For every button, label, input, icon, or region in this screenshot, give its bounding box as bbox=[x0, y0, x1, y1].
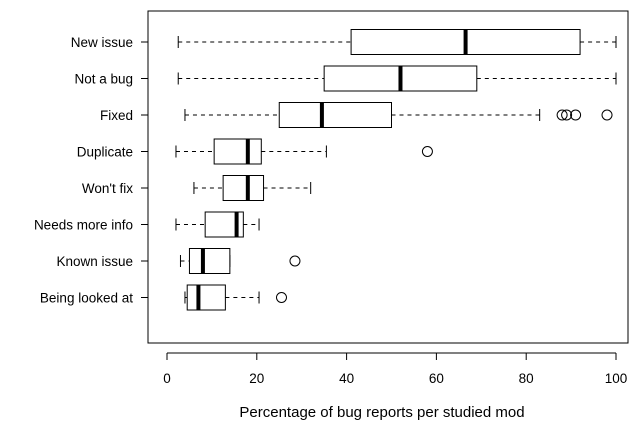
category-label-6: Known issue bbox=[56, 254, 133, 269]
x-tick-label-0: 0 bbox=[163, 371, 171, 386]
x-axis-label: Percentage of bug reports per studied mo… bbox=[239, 404, 524, 421]
box-4 bbox=[193, 175, 312, 201]
category-label-0: New issue bbox=[71, 35, 133, 50]
category-label-7: Being looked at bbox=[40, 291, 133, 306]
iqr-box bbox=[222, 175, 265, 201]
category-label-3: Duplicate bbox=[77, 145, 133, 160]
box-6 bbox=[179, 248, 301, 274]
plot-frame bbox=[147, 10, 629, 344]
x-tick-label-3: 60 bbox=[429, 371, 444, 386]
box-1 bbox=[177, 65, 617, 92]
iqr-box bbox=[213, 138, 262, 165]
box-2 bbox=[184, 102, 613, 128]
x-tick-label-2: 40 bbox=[339, 371, 354, 386]
category-label-4: Won't fix bbox=[82, 181, 133, 196]
iqr-box bbox=[188, 248, 231, 274]
outlier-point-0 bbox=[556, 109, 568, 121]
iqr-box bbox=[278, 102, 392, 128]
box-5 bbox=[175, 211, 260, 238]
box-3 bbox=[175, 138, 433, 165]
iqr-box bbox=[186, 284, 226, 311]
category-label-5: Needs more info bbox=[34, 218, 133, 233]
outlier-point-1 bbox=[561, 109, 573, 121]
outlier-point-3 bbox=[601, 109, 613, 121]
category-label-1: Not a bug bbox=[74, 72, 133, 87]
box-0 bbox=[177, 29, 617, 55]
x-tick-label-5: 100 bbox=[605, 371, 628, 386]
x-tick-label-1: 20 bbox=[249, 371, 264, 386]
category-labels: New issue Not a bug Fixed Duplicate Won't fi… bbox=[34, 35, 148, 306]
boxes-layer bbox=[175, 29, 617, 311]
x-axis: 0 20 40 60 80 100 bbox=[163, 352, 628, 386]
x-tick-label-4: 80 bbox=[519, 371, 534, 386]
category-label-2: Fixed bbox=[100, 108, 133, 123]
outlier-point-0 bbox=[289, 255, 301, 267]
outlier-point-0 bbox=[275, 292, 287, 303]
outlier-point-0 bbox=[421, 146, 433, 157]
box-7 bbox=[184, 284, 287, 311]
outlier-point-2 bbox=[570, 109, 582, 121]
